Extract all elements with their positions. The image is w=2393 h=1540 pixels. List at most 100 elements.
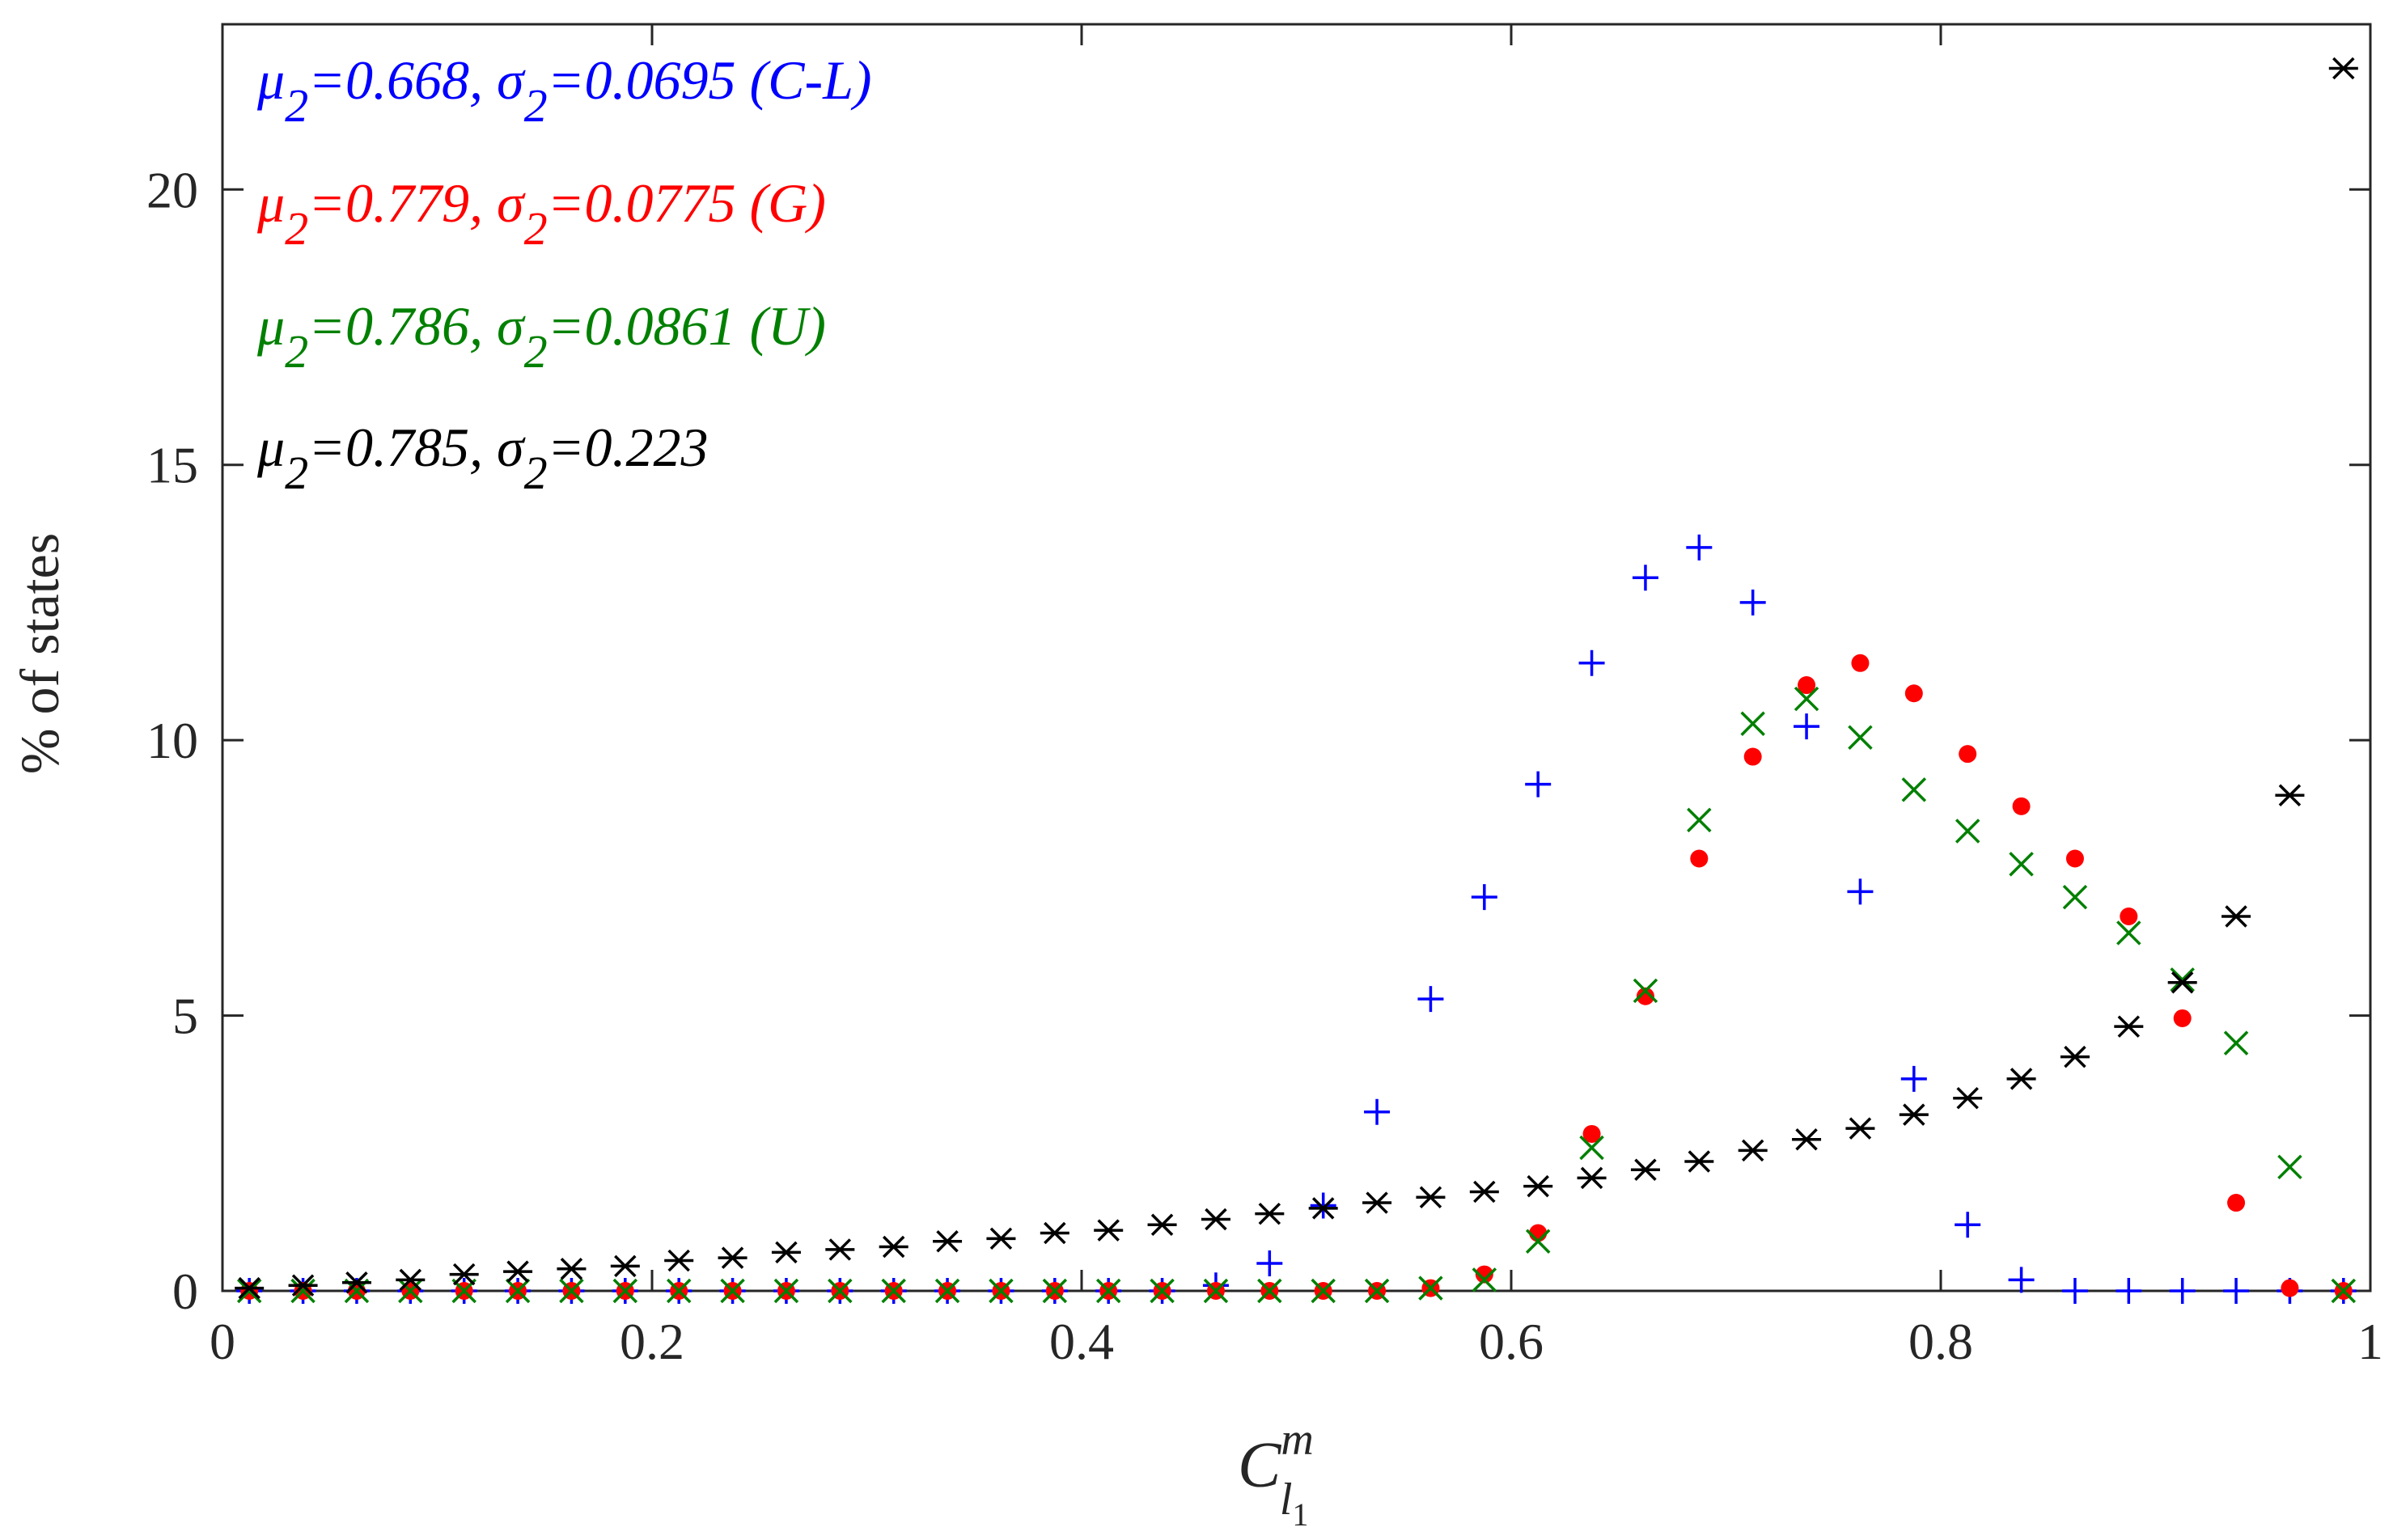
data-point-asterisk — [933, 1229, 963, 1253]
x-tick-label: 0 — [210, 1313, 235, 1370]
data-point-asterisk — [2328, 57, 2358, 80]
data-point-cross — [2009, 852, 2034, 877]
data-point-cross — [1203, 1278, 1229, 1304]
data-point-cross — [1687, 807, 1712, 833]
data-point-cross — [1740, 711, 1765, 736]
data-point-plus — [1417, 986, 1444, 1013]
data-point-asterisk — [718, 1246, 748, 1269]
data-point-cross — [934, 1278, 960, 1304]
data-point-cross — [1579, 1135, 1604, 1161]
data-point-cross — [1525, 1229, 1551, 1254]
data-point-asterisk — [1094, 1219, 1124, 1242]
data-point-cross — [773, 1278, 799, 1304]
data-point-asterisk — [1738, 1139, 1768, 1162]
series-dot — [240, 654, 2353, 1300]
data-point-plus — [2008, 1267, 2035, 1293]
data-point-cross — [505, 1278, 531, 1304]
data-point-cross — [1955, 819, 1980, 844]
data-point-plus — [1471, 884, 1497, 911]
data-point-cross — [720, 1278, 745, 1304]
data-point-cross — [1848, 725, 1873, 750]
data-point-dot — [1529, 1224, 1548, 1242]
data-point-cross — [398, 1278, 423, 1304]
data-point-cross — [2223, 1030, 2249, 1056]
data-point-asterisk — [503, 1260, 533, 1283]
data-point-dot — [1743, 747, 1762, 766]
data-point-asterisk — [1255, 1202, 1285, 1225]
data-point-plus — [1955, 1212, 1981, 1238]
plot-area — [221, 23, 2372, 1292]
data-point-cross — [236, 1278, 262, 1304]
y-tick-label: 0 — [172, 1263, 198, 1320]
data-point-asterisk — [2275, 784, 2305, 806]
legend-entry: μ2=0.779, σ2=0.0775 (G) — [256, 172, 826, 255]
data-point-cross — [2170, 967, 2195, 992]
data-point-cross — [1901, 777, 1927, 802]
data-point-cross — [1418, 1276, 1443, 1301]
data-point-dot — [2173, 1009, 2192, 1027]
data-point-asterisk — [1577, 1166, 1607, 1190]
data-point-plus — [1256, 1250, 1283, 1276]
data-point-asterisk — [771, 1241, 801, 1264]
data-point-asterisk — [2221, 905, 2251, 928]
data-point-plus — [2223, 1278, 2250, 1304]
data-point-asterisk — [1201, 1208, 1230, 1231]
data-point-cross — [989, 1278, 1014, 1304]
data-point-asterisk — [341, 1271, 371, 1294]
x-axis-title-subsub: 1 — [1292, 1496, 1308, 1533]
plot-border — [221, 23, 2372, 1292]
x-axis-title: Cm l1 — [1238, 1415, 1314, 1533]
data-point-asterisk — [2167, 971, 2197, 994]
series-cross — [236, 686, 2357, 1304]
data-point-asterisk — [1953, 1086, 1983, 1110]
data-point-asterisk — [610, 1254, 640, 1278]
data-point-dot — [1798, 676, 1816, 695]
data-point-plus — [1632, 565, 1658, 591]
data-point-cross — [1311, 1278, 1336, 1304]
data-point-dot — [2227, 1194, 2246, 1212]
data-point-asterisk — [557, 1258, 587, 1280]
data-point-plus — [1794, 713, 1820, 740]
x-axis-title-base: C — [1238, 1430, 1282, 1501]
y-axis-title: % of states — [9, 533, 70, 774]
series-asterisk — [235, 57, 2358, 1300]
data-point-cross — [1042, 1278, 1068, 1304]
data-point-asterisk — [1362, 1191, 1392, 1214]
data-point-asterisk — [2060, 1045, 2090, 1068]
x-tick-label: 0.6 — [1479, 1313, 1544, 1370]
data-points — [235, 57, 2358, 1304]
data-point-dot — [1582, 1124, 1601, 1143]
x-tick-label: 1 — [2357, 1313, 2383, 1370]
data-point-cross — [1150, 1278, 1175, 1304]
data-point-cross — [2116, 920, 2141, 946]
data-point-asterisk — [1845, 1117, 1875, 1140]
data-point-plus — [1847, 878, 1874, 905]
data-point-asterisk — [288, 1274, 318, 1297]
data-point-asterisk — [1684, 1150, 1714, 1173]
data-point-cross — [1364, 1278, 1390, 1304]
legend-entry: μ2=0.785, σ2=0.223 — [256, 417, 708, 499]
data-point-cross — [666, 1278, 692, 1304]
data-point-asterisk — [1792, 1128, 1822, 1151]
data-point-dot — [1690, 849, 1709, 868]
y-tick-label: 10 — [146, 712, 198, 769]
data-point-asterisk — [235, 1276, 265, 1300]
data-point-plus — [1900, 1065, 1927, 1092]
x-tick-label: 0.2 — [620, 1313, 684, 1370]
data-point-plus — [1310, 1192, 1336, 1219]
data-point-asterisk — [879, 1235, 908, 1259]
data-point-dot — [2012, 797, 2031, 815]
data-point-cross — [828, 1278, 853, 1304]
data-point-plus — [2116, 1278, 2142, 1304]
data-point-plus — [1364, 1098, 1391, 1125]
data-point-asterisk — [1630, 1158, 1660, 1181]
data-point-plus — [1739, 589, 1766, 616]
data-point-dot — [1959, 745, 1977, 764]
data-point-cross — [2277, 1154, 2302, 1180]
data-point-cross — [2331, 1278, 2357, 1304]
data-point-asterisk — [449, 1263, 479, 1286]
legend: μ2=0.668, σ2=0.0695 (C-L) μ2=0.779, σ2=0.… — [256, 49, 872, 499]
data-point-asterisk — [825, 1238, 855, 1261]
data-point-asterisk — [1469, 1180, 1499, 1204]
